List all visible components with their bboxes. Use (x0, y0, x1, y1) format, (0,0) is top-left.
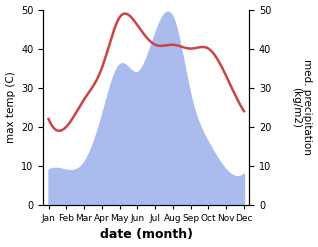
Y-axis label: med. precipitation
(kg/m2): med. precipitation (kg/m2) (291, 59, 313, 155)
Y-axis label: max temp (C): max temp (C) (5, 71, 16, 143)
X-axis label: date (month): date (month) (100, 228, 193, 242)
